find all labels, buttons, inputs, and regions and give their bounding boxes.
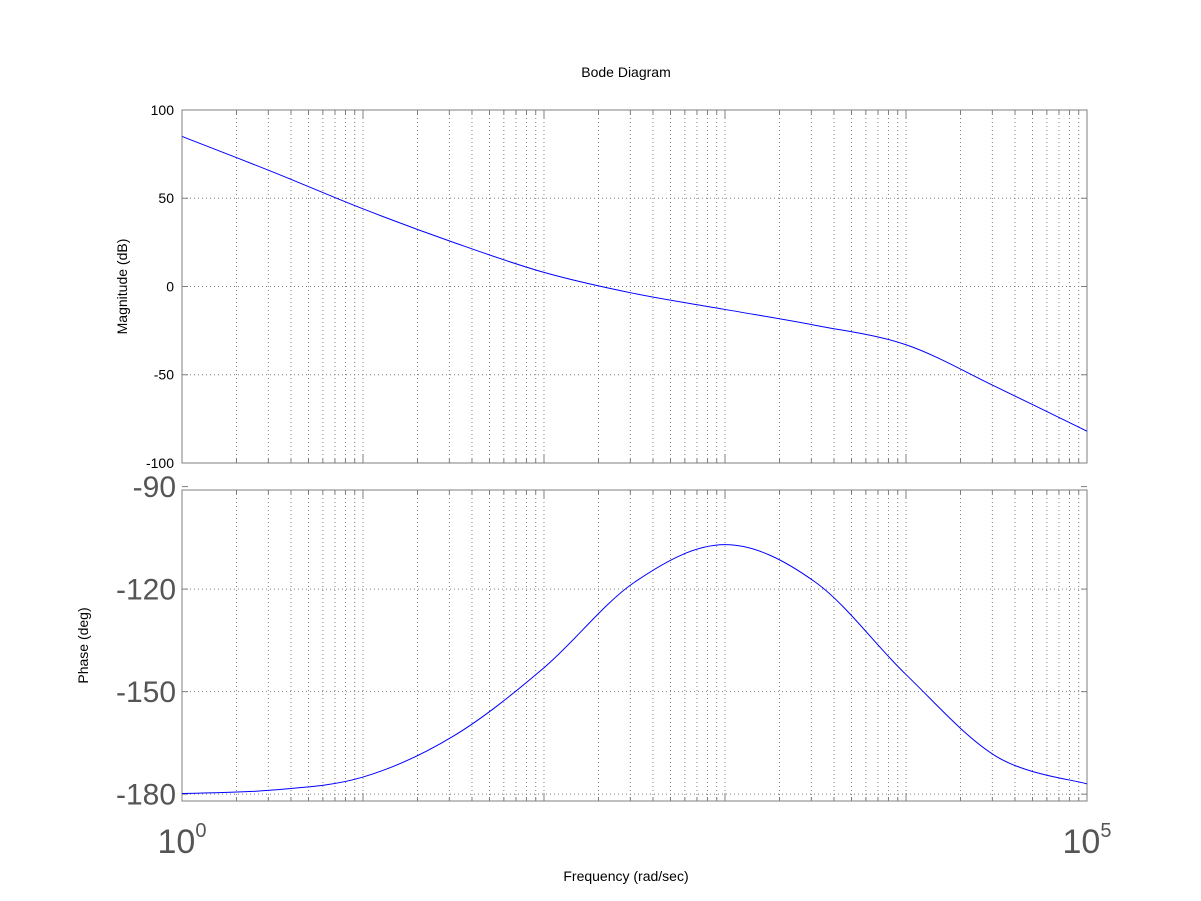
x-axis-label: Frequency (rad/sec) bbox=[563, 868, 688, 884]
chart-title: Bode Diagram bbox=[581, 64, 671, 80]
magnitude-y-tick-label: 100 bbox=[151, 102, 175, 118]
phase-panel: -90 -120 -150 -180 Phase (deg) bbox=[75, 471, 1088, 812]
magnitude-y-tick-label: -50 bbox=[154, 367, 174, 383]
phase-y-tick-label: -150 bbox=[116, 676, 176, 709]
phase-y-axis-label: Phase (deg) bbox=[75, 607, 91, 683]
phase-series-line bbox=[181, 544, 1088, 794]
magnitude-axes-box bbox=[181, 109, 1088, 464]
x-tick-label: 100 bbox=[158, 820, 207, 861]
magnitude-y-tick-label: 50 bbox=[158, 190, 174, 206]
phase-y-tick-label: -90 bbox=[133, 471, 176, 504]
phase-y-tick-label: -120 bbox=[116, 574, 176, 607]
magnitude-y-tick-label: -100 bbox=[146, 455, 174, 471]
magnitude-y-axis-label: Magnitude (dB) bbox=[114, 239, 130, 335]
chart-panels: 100 50 0 -50 -100 Magnitude (dB) -90 -120 -150 -1… bbox=[75, 102, 1111, 861]
x-tick-label: 105 bbox=[1063, 820, 1112, 861]
magnitude-series-line bbox=[181, 136, 1088, 432]
phase-y-tick-label: -180 bbox=[116, 779, 176, 812]
magnitude-y-tick-label: 0 bbox=[166, 278, 174, 294]
magnitude-panel: 100 50 0 -50 -100 Magnitude (dB) bbox=[114, 102, 1088, 471]
phase-axes-box bbox=[181, 489, 1088, 802]
